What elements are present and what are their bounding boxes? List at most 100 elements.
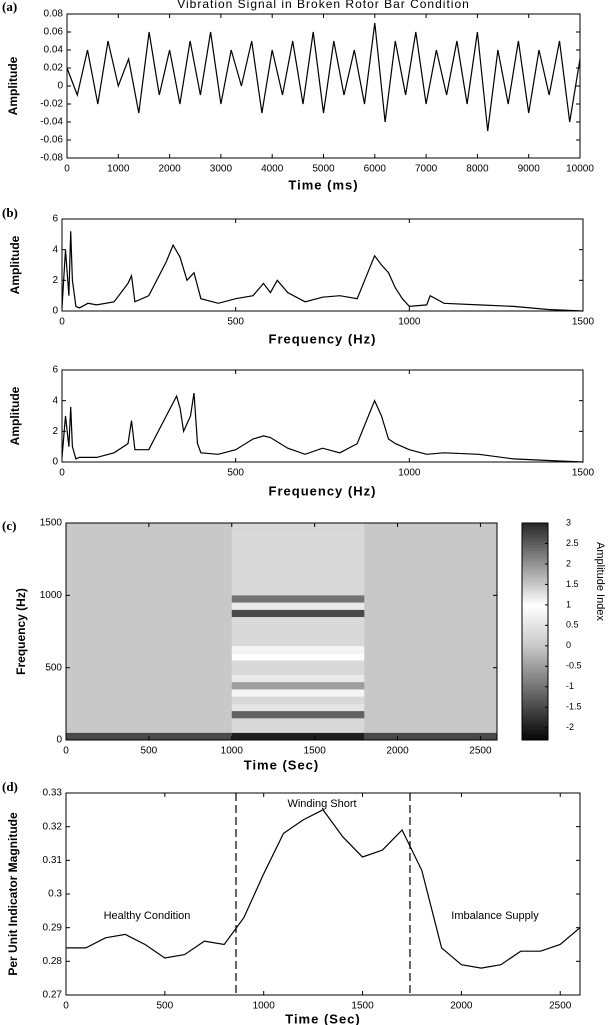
heat-cell [231,645,365,654]
heat-cell [66,682,232,690]
y-tick-label: 0 [52,306,58,317]
colorbar-tick-label: -2 [566,722,574,732]
y-tick-label: 2 [52,275,58,286]
colorbar-label: Amplitude Index [594,542,606,621]
heat-cell [364,645,497,654]
heat-cell [231,537,365,545]
colorbar-step [522,655,548,660]
heat-cell [231,530,365,538]
x-tick-label: 1000 [107,164,130,175]
colorbar-frame [521,522,549,741]
heat-cell [66,653,232,661]
colorbar-step [522,582,548,586]
heat-cell [66,631,232,639]
x-tick-label: 4000 [261,164,284,175]
colorbar-tick-label: -1 [566,681,574,691]
x-axis-label: Time (Sec) [285,1011,361,1025]
heat-cell [364,602,497,610]
plot-area [67,14,580,158]
x-tick-label: 0 [59,317,65,328]
heat-cell [364,732,497,740]
heat-cell [231,653,365,661]
colorbar-step [522,577,548,581]
y-tick-label: 0.06 [44,27,64,38]
colorbar-step [522,693,548,698]
heat-cell [231,544,365,552]
x-tick-label: 500 [227,468,244,479]
y-tick-label: -0.06 [40,135,63,146]
heat-cell [66,530,232,538]
heat-cell [66,689,232,697]
heat-cell [364,653,497,661]
y-tick-label: 0.3 [48,889,62,900]
colorbar-tick-label: 1.5 [566,579,579,589]
colorbar-step [522,541,548,546]
heat-cell [364,617,497,625]
colorbar-step [522,729,548,733]
heat-cell [231,609,365,618]
heat-cell [364,696,497,704]
heat-cell [231,624,365,632]
colorbar-step [522,539,548,543]
chart-title: Vibration Signal in Broken Rotor Bar Con… [177,0,470,11]
panel-label: (b) [2,205,18,220]
heat-cell [364,595,497,603]
heat-cell [231,689,365,697]
colorbar-step [522,574,548,578]
heat-cell [66,725,232,733]
colorbar-step [522,563,548,567]
colorbar-step [522,544,548,548]
colorbar-step [522,558,548,562]
colorbar-step [522,721,548,725]
heat-cell [66,537,232,545]
y-tick-label: 4 [52,244,58,255]
heat-cell [66,580,232,589]
colorbar-step [522,672,548,676]
x-tick-label: 500 [157,1001,174,1012]
heat-cell [364,530,497,538]
colorbar-step [522,596,548,600]
y-tick-label: 0.29 [43,922,63,933]
colorbar-step [522,723,548,727]
y-tick-label: 2 [52,426,58,437]
colorbar-step [522,628,548,632]
colorbar-tick-label: 2.5 [566,538,579,548]
x-tick-label: 5000 [312,164,335,175]
x-tick-label: 0 [59,468,65,479]
colorbar-step [522,590,548,595]
colorbar-tick-label: 0 [566,640,571,650]
x-tick-label: 2500 [469,746,492,757]
y-axis-label: Amplitude [8,386,22,445]
colorbar-step [522,636,548,641]
colorbar-step [522,604,548,608]
y-tick-label: 0.28 [43,956,63,967]
heat-cell [364,667,497,675]
x-tick-label: 2500 [549,1001,572,1012]
y-tick-label: 0.04 [44,45,64,56]
colorbar-step [522,531,548,535]
y-tick-label: -0.08 [40,153,63,164]
colorbar-step [522,645,548,649]
colorbar-tick-label: -1.5 [566,702,582,712]
heat-cell [66,638,232,646]
y-tick-label: 6 [52,214,58,225]
colorbar-step [522,552,548,557]
heat-cell [66,602,232,610]
heat-cell [66,711,232,719]
heat-cell [66,573,232,581]
colorbar-step [522,647,548,651]
colorbar-step [522,737,548,741]
y-tick-label: 1500 [40,518,63,529]
heat-cell [231,566,365,574]
heat-cell [364,682,497,690]
heat-cell [231,732,365,740]
heat-cell [66,674,232,683]
colorbar-step [522,601,548,605]
colorbar-tick-label: 0.5 [566,620,579,630]
heat-cell [231,703,365,712]
heat-cell [66,595,232,603]
heat-cell [231,523,365,531]
heat-cell [66,696,232,704]
colorbar-step [522,677,548,681]
